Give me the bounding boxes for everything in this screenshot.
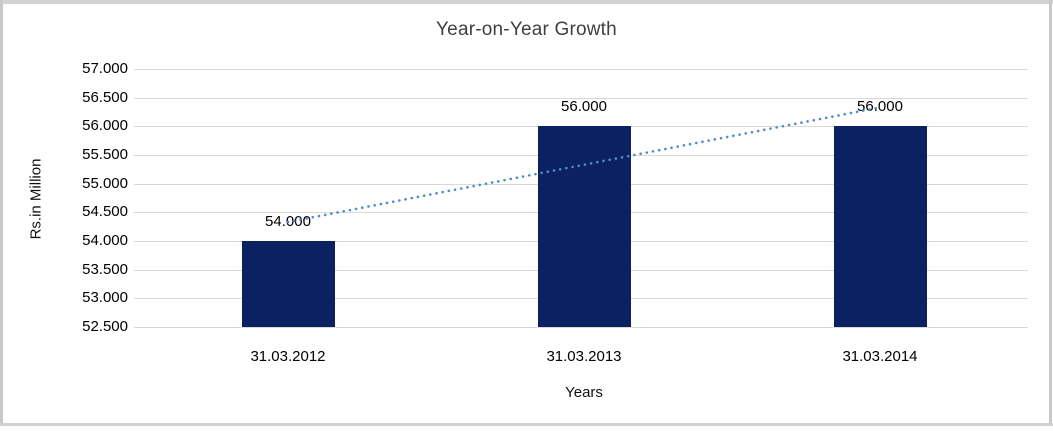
frame-border-top — [0, 0, 1053, 4]
chart-title: Year-on-Year Growth — [436, 19, 617, 40]
y-tick-label: 53.500 — [82, 261, 128, 278]
y-tick-label: 54.000 — [82, 232, 128, 249]
value-label: 54.000 — [265, 213, 311, 230]
gridline — [134, 98, 1028, 99]
y-tick-label: 55.500 — [82, 146, 128, 163]
value-label: 56.000 — [561, 98, 607, 115]
frame-border-left — [0, 0, 3, 426]
y-tick-label: 56.000 — [82, 117, 128, 134]
bar — [242, 241, 335, 327]
frame-border-bottom — [0, 423, 1053, 426]
y-tick-label: 57.000 — [82, 60, 128, 77]
y-axis-title: Rs.in Million — [27, 158, 45, 240]
frame-border-right — [1049, 0, 1052, 426]
gridline — [134, 69, 1028, 70]
y-tick-label: 54.500 — [82, 203, 128, 220]
bar — [834, 126, 927, 327]
y-tick-label: 56.500 — [82, 89, 128, 106]
bar — [538, 126, 631, 327]
category-label: 31.03.2012 — [250, 348, 326, 365]
category-label: 31.03.2014 — [842, 348, 918, 365]
category-label: 31.03.2013 — [546, 348, 622, 365]
x-axis-title: Years — [565, 384, 603, 401]
y-tick-label: 55.000 — [82, 175, 128, 192]
gridline — [134, 327, 1028, 328]
y-tick-label: 52.500 — [82, 318, 128, 335]
y-tick-label: 53.000 — [82, 289, 128, 306]
value-label: 56.000 — [857, 98, 903, 115]
